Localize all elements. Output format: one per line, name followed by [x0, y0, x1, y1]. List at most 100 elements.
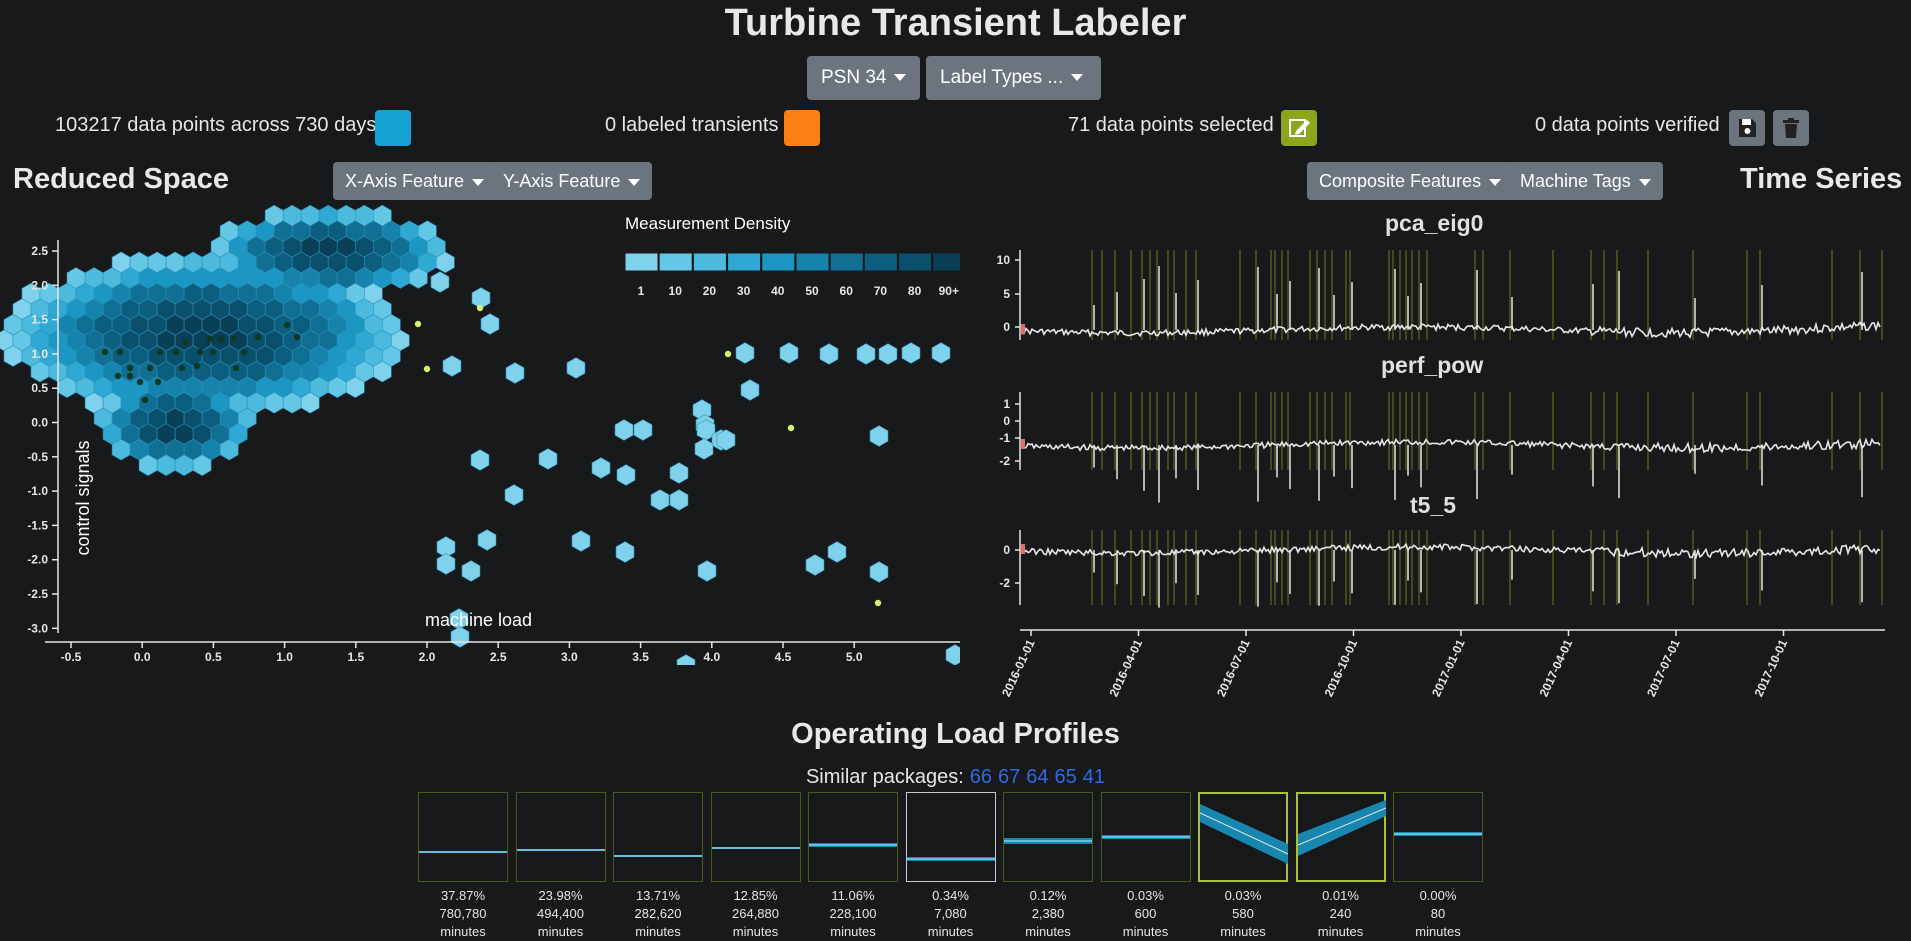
save-button[interactable] — [1729, 110, 1765, 146]
hexbin-cell[interactable] — [650, 489, 670, 511]
selected-point[interactable] — [141, 396, 149, 404]
hexbin-cell[interactable] — [538, 448, 558, 470]
selected-point[interactable] — [126, 364, 134, 372]
hexbin-cell[interactable] — [945, 644, 960, 665]
selected-point[interactable] — [146, 364, 154, 372]
hexbin-cell[interactable] — [869, 425, 889, 447]
hexbin-cell[interactable] — [878, 343, 898, 365]
similar-package-link[interactable]: 41 — [1082, 766, 1106, 788]
hexbin-cell[interactable] — [449, 608, 469, 630]
hexbin-cell[interactable] — [471, 287, 491, 309]
similar-package-link[interactable]: 64 — [1026, 766, 1049, 788]
load-profile-card[interactable] — [613, 792, 703, 882]
load-profile-card[interactable] — [1295, 792, 1386, 882]
hexbin-cell[interactable] — [697, 560, 717, 582]
time-series-chart-perf-pow[interactable]: 1 0 -1 -2 — [999, 392, 1890, 503]
selected-point[interactable] — [209, 348, 217, 356]
selected-point[interactable] — [116, 348, 124, 356]
delete-button[interactable] — [1773, 110, 1809, 146]
hexbin-cell[interactable] — [827, 541, 847, 563]
hexbin-cell[interactable] — [869, 561, 889, 583]
hexbin-cell[interactable] — [470, 449, 490, 471]
selected-point[interactable] — [114, 372, 122, 380]
similar-package-link[interactable]: 67 — [998, 766, 1021, 788]
machine-tags-dropdown[interactable]: Machine Tags — [1508, 162, 1663, 200]
hexbin-cell[interactable] — [805, 554, 825, 576]
hexbin-cell[interactable] — [345, 376, 365, 398]
hexbin-cell[interactable] — [676, 654, 696, 665]
hexbin-cell[interactable] — [669, 462, 689, 484]
highlighted-point[interactable] — [476, 304, 484, 312]
hexbin-cell[interactable] — [716, 429, 736, 451]
hexbin-cell[interactable] — [505, 362, 525, 384]
edit-button[interactable] — [1281, 110, 1317, 146]
hexbin-cell[interactable] — [694, 438, 714, 460]
data-color-swatch[interactable] — [375, 110, 411, 146]
hexbin-cell[interactable] — [615, 541, 635, 563]
hexbin-cell[interactable] — [901, 342, 921, 364]
selected-point[interactable] — [217, 335, 225, 343]
hexbin-cell[interactable] — [504, 484, 524, 506]
load-profile-card[interactable] — [1100, 792, 1191, 882]
composite-features-dropdown[interactable]: Composite Features — [1307, 162, 1514, 200]
hexbin-cell[interactable] — [819, 343, 839, 365]
hexbin-cell[interactable] — [192, 454, 212, 476]
hexbin-cell[interactable] — [430, 271, 450, 293]
selected-point[interactable] — [196, 348, 204, 356]
hexbin-cell[interactable] — [480, 313, 500, 335]
hexbin-cell[interactable] — [436, 251, 455, 274]
load-profile-card[interactable] — [808, 792, 898, 882]
hexbin-cell[interactable] — [856, 343, 876, 365]
load-profile-card[interactable] — [515, 792, 606, 882]
hexbin-cell[interactable] — [779, 342, 799, 364]
selected-point[interactable] — [156, 348, 164, 356]
hexbin-cell[interactable] — [436, 536, 456, 558]
selected-point[interactable] — [101, 348, 109, 356]
selected-point[interactable] — [229, 335, 237, 343]
highlighted-point[interactable] — [787, 424, 795, 432]
highlighted-point[interactable] — [874, 599, 882, 607]
highlighted-point[interactable] — [414, 320, 422, 328]
label-types-dropdown[interactable]: Label Types ... — [926, 56, 1101, 100]
selected-point[interactable] — [172, 348, 180, 356]
hexbin-cell[interactable] — [614, 419, 634, 441]
load-profile-card[interactable] — [1198, 792, 1289, 882]
load-profile-card[interactable] — [418, 792, 508, 882]
selected-point[interactable] — [126, 372, 134, 380]
hexbin-cell[interactable] — [566, 357, 586, 379]
selected-point[interactable] — [283, 321, 291, 329]
time-series-chart-t5-5[interactable]: 0 -2 — [999, 530, 1890, 608]
hexbin-cell[interactable] — [571, 530, 591, 552]
selected-point[interactable] — [254, 333, 262, 341]
selected-point[interactable] — [193, 362, 201, 370]
hexbin-cell[interactable] — [669, 489, 689, 511]
hexbin-cell[interactable] — [931, 342, 951, 364]
similar-package-link[interactable]: 66 — [969, 766, 993, 788]
hexbin-cell[interactable] — [740, 379, 760, 401]
load-profile-card[interactable] — [1003, 792, 1093, 882]
hexbin-cell[interactable] — [591, 457, 611, 479]
hexbin-cell[interactable] — [219, 438, 239, 461]
highlighted-point[interactable] — [724, 350, 732, 358]
load-profile-card[interactable] — [1393, 792, 1483, 882]
selected-point[interactable] — [178, 364, 186, 372]
hexbin-cell[interactable] — [300, 392, 320, 414]
highlighted-point[interactable] — [423, 365, 431, 373]
load-profile-card[interactable] — [710, 792, 801, 882]
reduced-space-plot[interactable]: 2.5 2.0 1.5 1.0 0.5 0.0 -0.5 -1.0 -1.5 -2.0 -2.5 -3… — [0, 200, 960, 665]
hexbin-cell[interactable] — [616, 464, 636, 486]
hexbin-cell[interactable] — [735, 342, 755, 364]
hexbin-cell[interactable] — [461, 560, 481, 582]
x-axis-feature-dropdown[interactable]: X-Axis Feature — [333, 162, 497, 200]
hexbin-cell[interactable] — [633, 419, 653, 441]
selected-point[interactable] — [182, 338, 190, 346]
hexbin-cell[interactable] — [442, 355, 462, 377]
labeled-color-swatch[interactable] — [784, 110, 820, 146]
psn-dropdown[interactable]: PSN 34 — [807, 56, 920, 100]
time-series-chart-pca-eig0[interactable]: 10 5 0 — [997, 250, 1890, 340]
selected-point[interactable] — [232, 364, 240, 372]
hexbin-cell[interactable] — [409, 267, 428, 289]
selected-point[interactable] — [154, 378, 162, 386]
selected-point[interactable] — [240, 348, 248, 356]
